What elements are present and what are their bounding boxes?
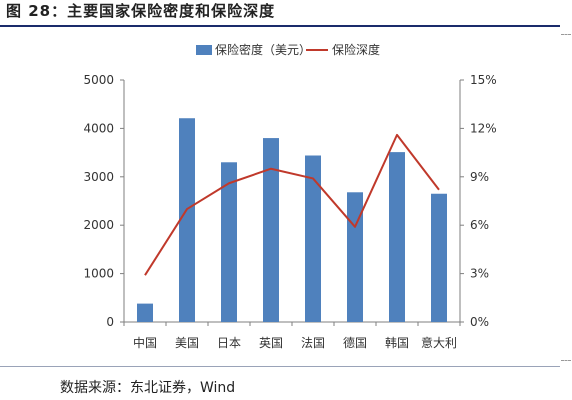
bar bbox=[221, 162, 237, 322]
bar-series bbox=[137, 118, 447, 323]
x-axis-tick-label: 法国 bbox=[301, 336, 325, 350]
left-axis-tick-label: 5000 bbox=[83, 73, 114, 87]
x-axis-tick-label: 美国 bbox=[175, 336, 199, 350]
title-rule bbox=[0, 25, 560, 27]
x-axis-tick-label: 中国 bbox=[133, 335, 157, 350]
left-axis-tick-label: 3000 bbox=[83, 170, 114, 184]
x-axis-tick-label: 韩国 bbox=[385, 335, 409, 350]
left-axis-tick-label: 2000 bbox=[83, 218, 114, 232]
series-line bbox=[144, 133, 440, 276]
bar bbox=[137, 303, 153, 322]
legend-label: 保险密度（美元） bbox=[215, 42, 311, 57]
source-rule bbox=[0, 366, 560, 367]
right-axis-tick-label: 15% bbox=[470, 73, 497, 87]
left-axis-tick-label: 1000 bbox=[83, 267, 114, 281]
x-axis-tick-label: 日本 bbox=[217, 336, 241, 350]
axis-labels: 0 1000 2000 3000 4000 5000 0% 3% 6% 9% 12% 15% 中国 美国 日… bbox=[83, 73, 496, 350]
source-note: 数据来源：东北证券，Wind bbox=[60, 380, 236, 396]
bar bbox=[263, 138, 279, 322]
chart-legend: 保险密度（美元） 保险深度 bbox=[196, 42, 380, 57]
x-axis-tick-label: 英国 bbox=[259, 336, 283, 350]
right-axis-tick-label: 6% bbox=[470, 218, 489, 232]
x-axis-tick-label: 意大利 bbox=[421, 335, 457, 350]
bar bbox=[347, 192, 363, 322]
bar bbox=[389, 152, 405, 322]
line-series bbox=[144, 133, 440, 276]
page-edge-mark bbox=[561, 360, 571, 361]
figure-title: 图 28：主要国家保险密度和保险深度 bbox=[6, 2, 276, 20]
legend-swatch-bar bbox=[196, 45, 212, 55]
left-axis-tick-label: 4000 bbox=[83, 121, 114, 135]
right-axis-tick-label: 3% bbox=[470, 267, 489, 281]
right-axis-tick-label: 9% bbox=[470, 170, 489, 184]
legend-label: 保险深度 bbox=[332, 42, 380, 57]
right-axis-tick-label: 12% bbox=[470, 121, 497, 135]
page-edge-mark bbox=[561, 34, 571, 35]
bar bbox=[179, 118, 195, 323]
x-axis-tick-label: 德国 bbox=[343, 335, 367, 350]
chart-axes bbox=[120, 79, 464, 326]
right-axis-tick-label: 0% bbox=[470, 315, 489, 329]
left-axis-tick-label: 0 bbox=[106, 315, 114, 329]
bar bbox=[431, 193, 447, 322]
bar bbox=[305, 155, 321, 322]
